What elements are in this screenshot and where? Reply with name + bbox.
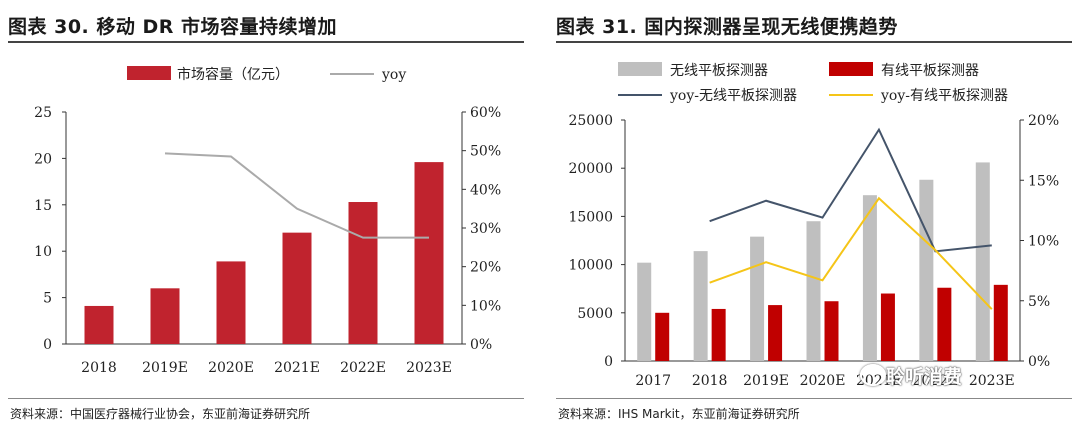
- left-y-tick-label: 0: [43, 337, 52, 353]
- left-chart-title: 图表 30. 移动 DR 市场容量持续增加: [8, 16, 338, 38]
- x-tick-label: 2019E: [743, 373, 789, 389]
- yoy-wired-line: [709, 196, 993, 310]
- left-y-tick-label: 25: [34, 105, 52, 121]
- market-size-bar: [348, 202, 378, 344]
- wired-bar: [993, 284, 1008, 361]
- right-title-rule: [556, 41, 1072, 43]
- left-y-tick-label: 25000: [568, 113, 613, 129]
- x-tick-label: 2022E: [912, 373, 958, 389]
- right-y-tick-label: 50%: [470, 144, 501, 160]
- right-y-tick-label: 15%: [1028, 173, 1059, 189]
- right-y-tick-label: 20%: [470, 260, 501, 276]
- wired-bar: [768, 305, 783, 361]
- legend-yoy-wired-label: yoy-有线平板探测器: [880, 88, 1008, 104]
- wireless-bar: [862, 195, 877, 361]
- wireless-bar: [919, 179, 934, 361]
- legend-yoy-wireless-label: yoy-无线平板探测器: [669, 88, 797, 104]
- x-tick-label: 2018: [692, 373, 728, 389]
- market-size-bar: [84, 305, 114, 344]
- wireless-bar: [975, 162, 990, 361]
- right-chart-svg: 0 5000 10000 15000 20000 25000 0% 5% 10% 15% 20% 20…: [568, 62, 1059, 389]
- x-tick-label: 2021E: [274, 360, 320, 376]
- left-y-tick-label: 10: [34, 244, 52, 260]
- market-size-bar: [216, 261, 246, 344]
- left-chart-svg: 0 5 10 15 20 25 0% 10% 20% 30% 40% 50% 60% 2018 2019E 2…: [34, 66, 501, 376]
- left-title-rule: [8, 41, 524, 43]
- wired-bar: [824, 301, 839, 361]
- wireless-bar: [637, 262, 652, 361]
- left-y-tick-label: 5: [43, 291, 52, 307]
- x-tick-label: 2020E: [208, 360, 254, 376]
- x-tick-label: 2017: [635, 373, 671, 389]
- wechat-watermark-icon: [860, 364, 886, 386]
- right-y-tick-label: 30%: [470, 221, 501, 237]
- x-tick-label: 2018: [81, 360, 117, 376]
- right-y-tick-label: 0%: [470, 337, 492, 353]
- right-source-note: 资料来源：IHS Markit，东亚前海证券研究所: [558, 407, 800, 421]
- wireless-bar: [693, 251, 708, 361]
- right-y-tick-label: 10%: [1028, 234, 1059, 250]
- right-y-tick-label: 60%: [470, 105, 501, 121]
- wireless-bar: [806, 221, 821, 361]
- x-tick-label: 2023E: [969, 373, 1015, 389]
- right-chart-title: 图表 31. 国内探测器呈现无线便携趋势: [556, 16, 898, 38]
- x-tick-label: 2022E: [340, 360, 386, 376]
- market-size-bar: [282, 232, 312, 344]
- legend-bar-label: 市场容量（亿元）: [177, 66, 289, 83]
- right-chart-panel: 图表 31. 国内探测器呈现无线便携趋势 0 5000 10000 15000 2000…: [548, 0, 1080, 428]
- legend-wireless-swatch: [618, 62, 662, 76]
- market-size-bar: [150, 288, 180, 344]
- left-y-tick-label: 15000: [568, 209, 613, 225]
- yoy-wireless-line: [709, 127, 992, 253]
- legend-wired-label: 有线平板探测器: [881, 63, 979, 79]
- left-y-tick-label: 0: [604, 354, 613, 370]
- left-y-tick-label: 20000: [568, 161, 613, 177]
- legend-line-label: yoy: [381, 67, 406, 83]
- x-tick-label: 2023E: [406, 360, 452, 376]
- legend-bar-swatch: [127, 66, 171, 80]
- market-size-bar: [414, 162, 444, 344]
- left-source-rule: [8, 398, 524, 399]
- legend-wired-swatch: [829, 62, 873, 76]
- wired-bar: [937, 287, 952, 361]
- left-y-tick-label: 20: [34, 151, 52, 167]
- left-y-tick-label: 5000: [577, 306, 613, 322]
- left-y-tick-label: 10000: [568, 258, 613, 274]
- right-y-tick-label: 0%: [1028, 354, 1050, 370]
- right-y-tick-label: 40%: [470, 182, 501, 198]
- right-y-tick-label: 10%: [470, 298, 501, 314]
- left-y-tick-label: 15: [34, 198, 52, 214]
- wired-bar: [655, 312, 670, 361]
- wireless-bar: [750, 236, 765, 361]
- legend-wireless-label: 无线平板探测器: [670, 63, 768, 79]
- right-y-tick-label: 20%: [1028, 113, 1059, 129]
- right-source-rule: [556, 398, 1072, 399]
- x-tick-label: 2020E: [800, 373, 846, 389]
- wired-bar: [711, 308, 726, 361]
- left-chart-panel: 图表 30. 移动 DR 市场容量持续增加 0 5 10 15 20 25 0% 10% 20%…: [0, 0, 532, 428]
- left-source-note: 资料来源：中国医疗器械行业协会，东亚前海证券研究所: [10, 407, 311, 421]
- watermark-text: 聆听消费: [886, 366, 963, 388]
- right-y-tick-label: 5%: [1028, 294, 1050, 310]
- x-tick-label: 2019E: [142, 360, 188, 376]
- yoy-line: [164, 152, 429, 239]
- wired-bar: [880, 293, 895, 361]
